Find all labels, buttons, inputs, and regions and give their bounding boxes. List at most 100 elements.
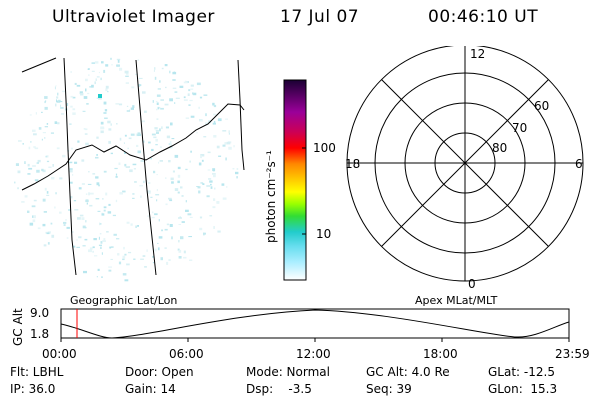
uv-speckle [98,71,100,74]
uv-speckle [205,113,207,117]
uv-speckle [86,202,88,205]
uv-speckle [61,113,64,115]
altitude-xtick-0600: 06:00 [169,347,204,361]
uv-speckle [97,210,101,212]
uv-speckle [183,256,187,259]
uv-speckle [165,126,169,129]
uv-speckle [188,236,192,238]
uv-speckle [110,152,113,155]
uv-speckle [80,92,84,96]
uv-speckle [180,236,184,240]
uv-speckle [135,225,137,228]
uv-speckle [63,224,66,226]
uv-speckle [76,239,78,241]
uv-speckle [84,238,88,241]
uv-speckle [213,198,216,201]
uv-speckle [46,123,49,125]
uv-speckle [101,127,105,129]
uv-speckle [72,96,76,99]
uv-speckle [171,181,174,184]
uv-speckle [178,217,182,219]
uv-speckle [132,193,135,195]
uv-speckle [213,120,216,123]
colorbar-tick-100: 100 [313,141,336,155]
mlt-label-6: 6 [575,157,583,171]
uv-speckle [212,206,216,209]
uv-speckle [56,147,60,150]
uv-speckle [171,138,175,140]
uv-speckle [116,123,118,125]
uv-speckle [141,120,145,123]
uv-speckle [36,169,40,173]
uv-speckle [185,168,188,171]
uv-speckle [203,136,207,138]
uv-speckle [155,138,158,142]
uv-speckle [185,80,187,83]
uv-speckle [156,102,159,105]
uv-speckle [46,232,50,235]
altitude-curve [60,309,570,339]
uv-speckle [84,128,88,131]
uv-speckle [164,64,168,67]
uv-speckle [212,122,216,125]
polar-plot: 12 18 6 0 60 70 80 [345,46,584,290]
uv-speckle [108,266,112,268]
uv-speckle [29,114,32,116]
uv-speckle [78,187,82,190]
uv-speckle [216,145,220,149]
uv-speckle [156,94,161,97]
uv-speckle [132,163,137,166]
uv-speckle [129,109,131,111]
uv-speckle [118,103,123,106]
uv-speckle [41,111,43,113]
uv-speckle [115,103,119,105]
uv-speckle [85,220,87,223]
uv-speckle [137,150,141,154]
uv-speckle [46,191,49,194]
uv-speckle [69,161,73,164]
uv-speckle [41,168,44,172]
uv-speckle [103,209,106,212]
uv-speckle [165,203,168,206]
uv-speckle [73,245,76,248]
uv-speckle [100,121,104,125]
uv-speckle [178,249,182,253]
uv-speckle [124,134,127,137]
uv-speckle [222,130,227,132]
uv-speckle [159,146,162,148]
uv-speckle [99,233,102,235]
uv-speckle [160,257,163,261]
uv-speckle [154,213,158,216]
uv-speckle [140,195,142,198]
uv-speckle [85,142,89,146]
uv-speckle [108,140,111,144]
uv-speckle [98,244,102,246]
uv-speckle [168,160,171,163]
uv-speckle [161,229,163,232]
uv-speckle [50,132,54,134]
uv-speckle [151,148,154,151]
uv-speckle [172,87,177,89]
uv-speckle [156,199,158,202]
uv-speckle [165,86,167,89]
uv-speckle [97,268,100,271]
uv-speckle [142,255,146,257]
uv-speckle [189,216,193,218]
altitude-xtick-1800: 18:00 [423,347,458,361]
uv-speckle [95,78,97,81]
uv-speckle [119,67,123,71]
uv-speckle [72,108,76,111]
uv-speckle [101,61,104,64]
uv-speckle [89,204,93,207]
uv-speckle [17,187,19,190]
uv-speckle [29,222,34,226]
uv-speckle [168,259,171,261]
uv-speckle [158,236,163,239]
uv-speckle [108,203,111,206]
altitude-ytick-low: 1.8 [30,327,50,341]
uv-speckle [94,61,99,64]
uv-speckle [143,180,145,184]
uv-speckle [177,191,180,194]
uv-speckle [81,183,85,185]
uv-speckle [146,249,148,252]
